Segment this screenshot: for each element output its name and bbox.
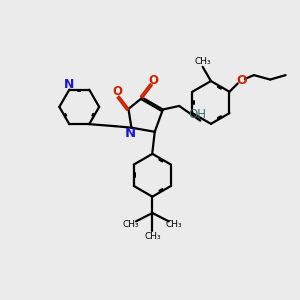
Text: CH₃: CH₃	[194, 57, 211, 66]
Text: OH: OH	[189, 108, 207, 122]
Text: O: O	[236, 74, 247, 87]
Text: O: O	[148, 74, 158, 87]
Text: N: N	[124, 127, 136, 140]
Text: CH₃: CH₃	[166, 220, 182, 229]
Text: CH₃: CH₃	[144, 232, 161, 241]
Text: O: O	[112, 85, 122, 98]
Text: CH₃: CH₃	[123, 220, 139, 229]
Text: N: N	[64, 78, 74, 92]
